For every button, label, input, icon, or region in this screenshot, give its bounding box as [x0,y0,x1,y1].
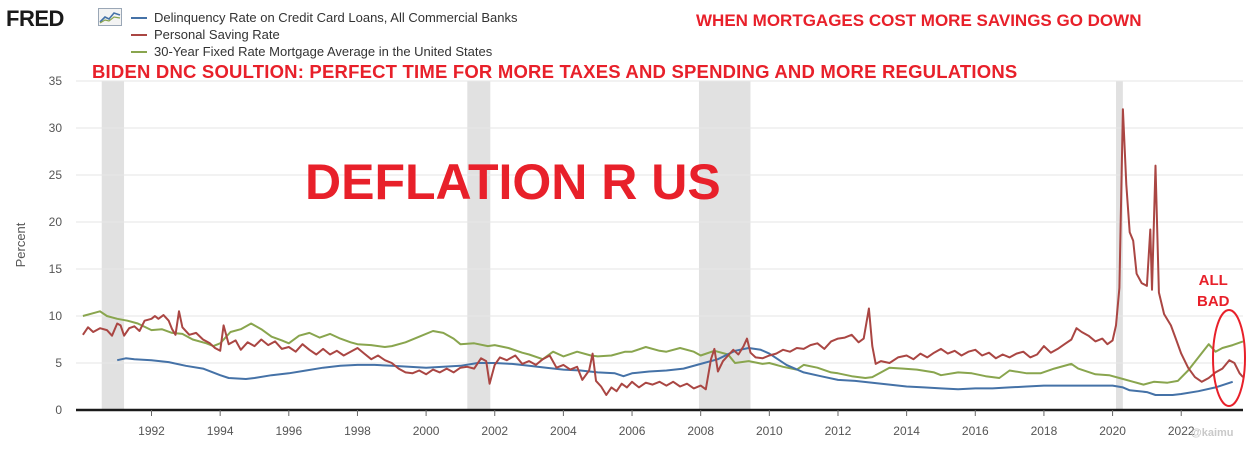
legend-swatch [131,50,147,53]
annotation-all-bad: ALL BAD [1197,270,1230,312]
series-line [116,347,1234,396]
series-line [82,108,1244,396]
y-tick-label: 35 [49,74,63,88]
x-tick-label: 2012 [825,424,852,438]
series-line [82,310,1244,386]
annotation-mortgages-savings: WHEN MORTGAGES COST MORE SAVINGS GO DOWN [696,11,1142,30]
annotation-ellipse [1212,309,1246,407]
y-tick-label: 25 [49,168,63,182]
y-tick-label: 15 [49,262,63,276]
legend-swatch [131,33,147,36]
x-tick-label: 1996 [275,424,302,438]
legend-swatch [131,16,147,19]
annotation-deflation: DEFLATION R US [305,154,721,210]
fred-logo[interactable]: FRED [6,6,64,31]
legend-item-delinquency[interactable]: Delinquency Rate on Credit Card Loans, A… [131,9,517,26]
series-lines [82,108,1246,407]
x-tick-label: 2006 [619,424,646,438]
legend-item-mortgage[interactable]: 30-Year Fixed Rate Mortgage Average in t… [131,43,517,60]
x-tick-label: 2002 [481,424,508,438]
x-tick-label: 2000 [413,424,440,438]
annotation-biden: BIDEN DNC SOULTION: PERFECT TIME FOR MOR… [92,61,1018,82]
x-tick-label: 2010 [756,424,783,438]
x-tick-label: 2008 [687,424,714,438]
axes: 0 5 10 15 20 25 30 35 1992 1994 1996 1998 2000 2002 20… [13,74,1243,438]
line-chart-icon [98,8,122,26]
x-tick-label: 2014 [893,424,920,438]
watermark: @kaimu [1191,427,1234,439]
y-tick-label: 0 [55,403,62,417]
y-tick-label: 10 [49,309,63,323]
annotation-all: ALL [1198,272,1228,289]
recession-band [101,81,125,410]
legend-label: Delinquency Rate on Credit Card Loans, A… [154,10,518,25]
x-tick-label: 2018 [1031,424,1058,438]
legend-label: Personal Saving Rate [154,27,280,42]
legend-label: 30-Year Fixed Rate Mortgage Average in t… [154,44,493,59]
recession-bands [101,81,1123,410]
y-tick-label: 5 [55,356,62,370]
x-tick-label: 2020 [1099,424,1126,438]
legend: Delinquency Rate on Credit Card Loans, A… [131,9,517,60]
x-tick-label: 2004 [550,424,577,438]
x-tick-label: 1998 [344,424,371,438]
x-tick-label: 1994 [207,424,234,438]
y-tick-label: 20 [49,215,63,229]
x-tick-label: 2016 [962,424,989,438]
y-tick-label: 30 [49,121,63,135]
x-tick-label: 1992 [138,424,165,438]
gridlines [76,80,1243,364]
x-tick-label: 2022 [1168,424,1195,438]
annotation-bad: BAD [1197,293,1230,310]
y-axis-label: Percent [13,222,28,267]
recession-band [467,81,491,410]
legend-item-saving[interactable]: Personal Saving Rate [131,26,517,43]
